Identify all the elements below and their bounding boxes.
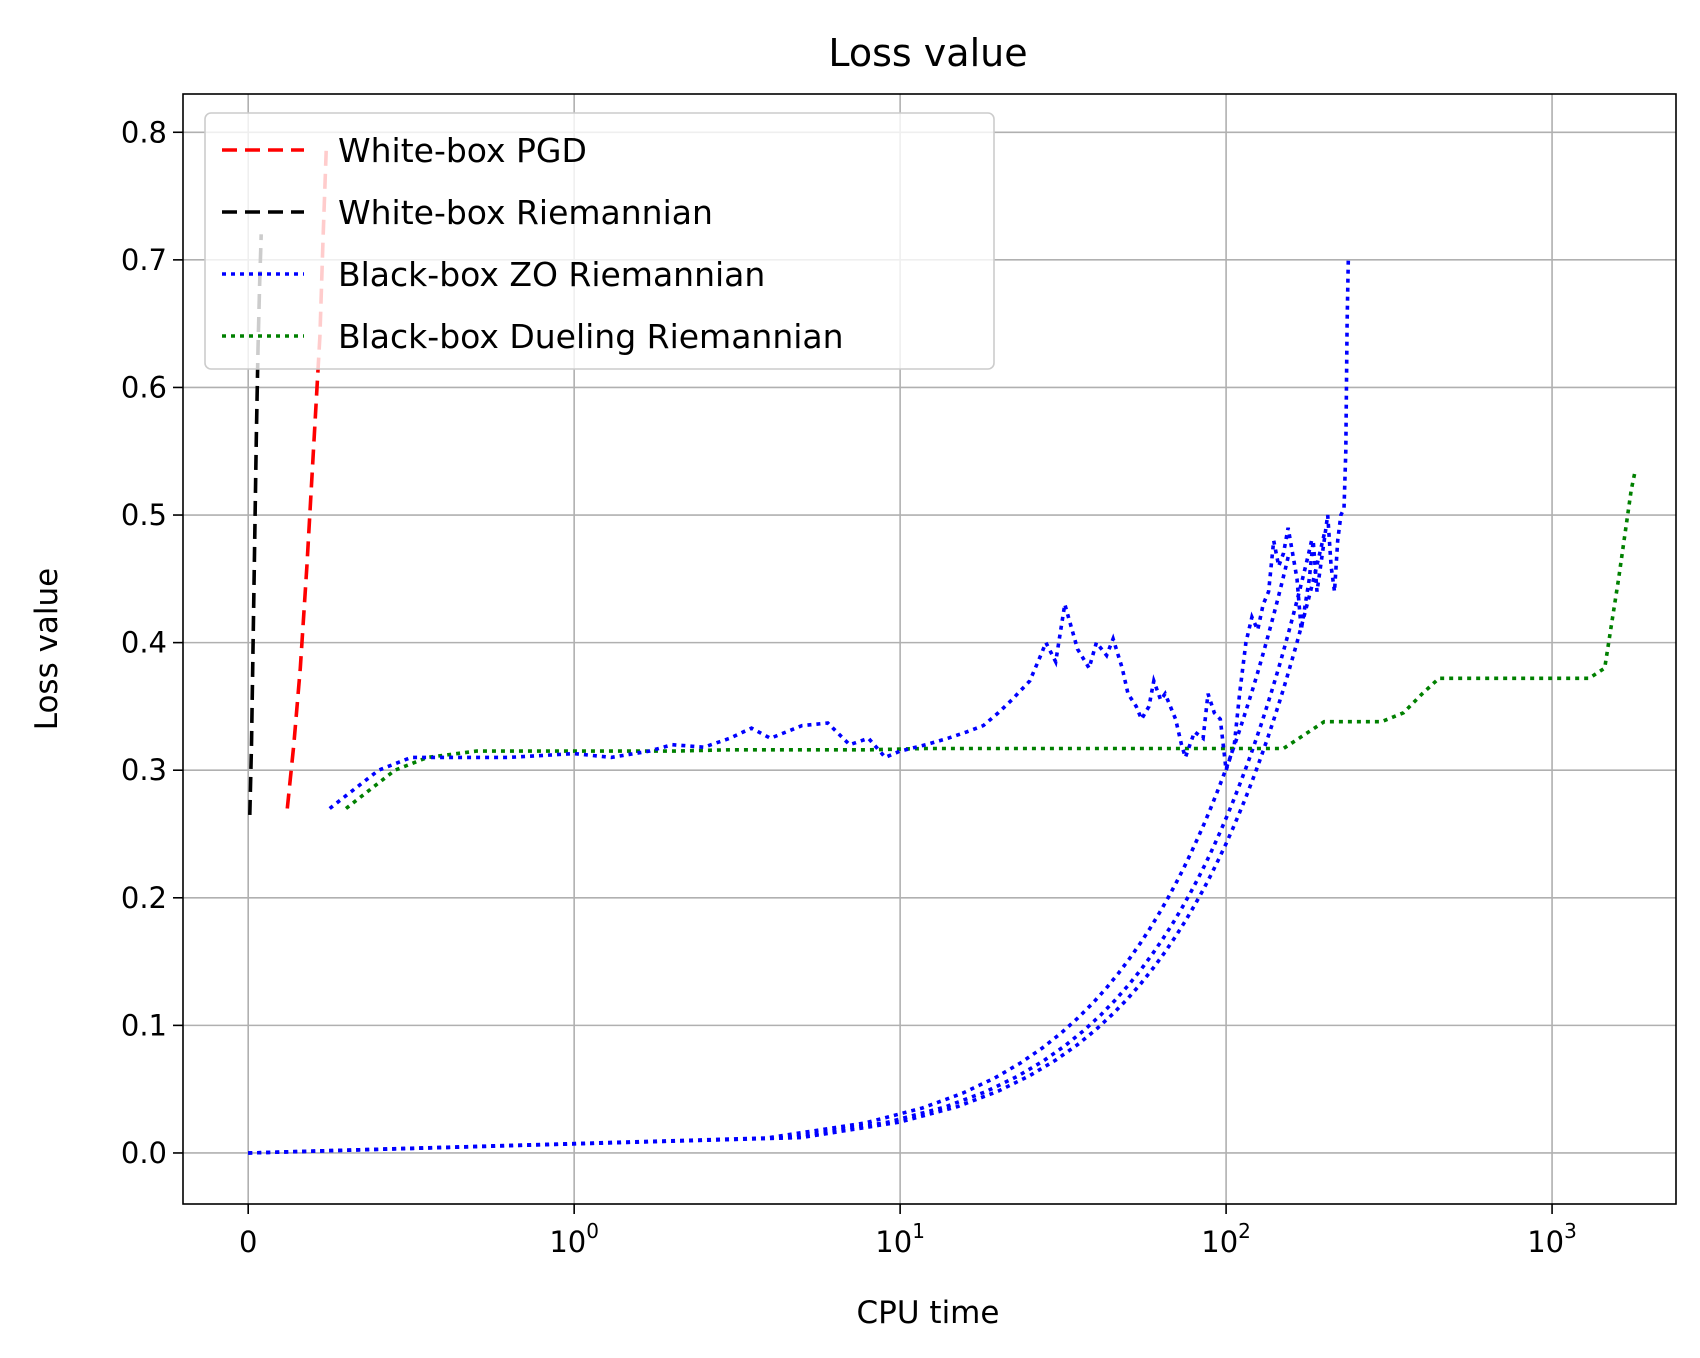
y-tick-label: 0.3 (121, 753, 167, 787)
x-axis-label: CPU time (857, 1295, 1000, 1331)
y-tick-label: 0.2 (121, 881, 167, 915)
x-tick-exponent: 2 (1238, 1219, 1251, 1243)
x-tick-exponent: 3 (1564, 1219, 1577, 1243)
series-line-black-box-dueling-riemannian (344, 470, 1638, 810)
y-axis: 0.0 0.1 0.2 0.3 0.4 0.5 0.6 0.7 0.8 (121, 115, 183, 1170)
legend-label: White-box PGD (338, 131, 587, 170)
x-tick-label: 0 (239, 1225, 257, 1259)
series-line-black-box-zo-riemannian (328, 259, 1351, 810)
legend-box (204, 112, 995, 370)
y-axis-label: Loss value (29, 568, 65, 731)
plot-frame (182, 93, 1677, 1205)
x-axis: 0 100 101 102 103 (239, 1204, 1577, 1259)
y-tick-label: 0.5 (121, 498, 167, 532)
legend: White-box PGD White-box Riemannian Black-b… (204, 112, 995, 370)
x-tick-label: 102 (1201, 1219, 1251, 1259)
x-tick-exponent: 0 (586, 1219, 599, 1243)
series-line-black-box-zo-riemannian-strand (248, 533, 1326, 1155)
y-tick-label: 0.1 (121, 1008, 167, 1042)
y-tick-label: 0.8 (121, 115, 167, 149)
legend-label: Black-box ZO Riemannian (338, 255, 765, 294)
legend-label: Black-box Dueling Riemannian (338, 317, 844, 356)
x-tick-label: 103 (1527, 1219, 1577, 1259)
y-tick-label: 0.0 (121, 1136, 167, 1170)
series-line-black-box-zo-riemannian-strand (248, 552, 1291, 1155)
y-tick-label: 0.7 (121, 243, 167, 277)
chart-title: Loss value (828, 31, 1027, 75)
x-tick-label: 100 (549, 1219, 599, 1259)
y-tick-label: 0.4 (121, 626, 167, 660)
y-tick-label: 0.6 (121, 370, 167, 404)
x-tick-exponent: 1 (912, 1219, 925, 1243)
legend-label: White-box Riemannian (338, 193, 713, 232)
